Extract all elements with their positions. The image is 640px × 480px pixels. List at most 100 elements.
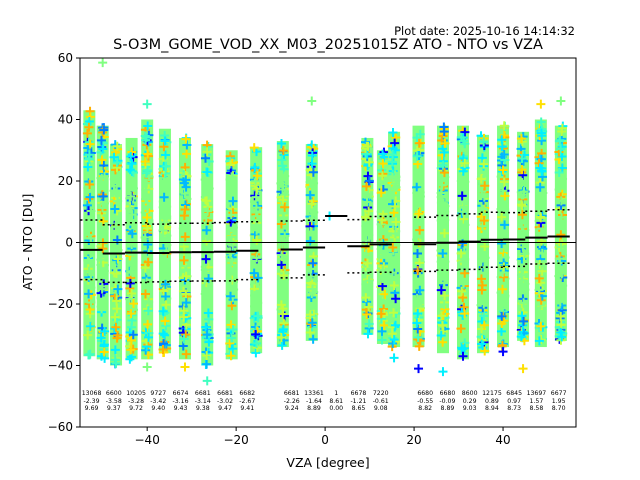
scatter-point [516,332,526,342]
scatter-point [477,221,487,231]
scatter-point [110,263,120,273]
bin-std: 9.24 [285,405,299,412]
scatter-point [200,265,210,275]
scatter-point [277,240,287,250]
outlier-point [556,96,566,106]
scatter-point [307,159,317,169]
scatter-point [557,127,567,137]
scatter-point [160,150,170,160]
scatter-point [180,162,190,172]
scatter-point [126,151,136,161]
scatter-point [479,159,489,169]
scatter-point [201,286,211,296]
scatter-point [111,268,121,278]
scatter-point [519,316,529,326]
bin-count: 6677 [551,390,567,397]
bin-stat: 18.610.00 [329,390,343,412]
bin-stat: 7220-0.619.08 [373,390,389,412]
scatter-point [144,332,154,342]
scatter-point [554,185,564,195]
x-axis-label: VZA [degree] [286,455,369,470]
y-axis-label: ATO - NTO [DU] [20,194,35,291]
scatter-point [253,298,263,308]
scatter-point [125,278,135,288]
scatter-point [440,291,450,301]
scatter-point [251,176,261,186]
scatter-point [363,329,373,339]
scatter-point [113,330,123,340]
bin-std: 9.72 [129,405,143,412]
scatter-point [111,186,121,196]
scatter-point [201,213,211,223]
scatter-point [228,196,238,206]
scatter-point [125,238,135,248]
scatter-point [391,132,401,142]
scatter-point [86,297,96,307]
scatter-point [179,178,189,188]
scatter-point [387,329,397,339]
scatter-point [378,265,388,275]
bin-stat: 6678-1.218.65 [350,390,366,412]
scatter-point [113,196,123,206]
scatter-point [181,271,191,281]
scatter-point [181,313,191,323]
scatter-point [363,171,373,181]
scatter-point [414,209,424,219]
scatter-point [439,299,449,309]
scatter-point [535,212,545,222]
scatter-point [414,138,424,148]
scatter-point [500,252,510,262]
scatter-point [100,171,110,181]
scatter-point [460,220,470,230]
scatter-point [380,246,390,256]
scatter-point [249,268,259,278]
bin-stat: 9727-3.429.40 [150,390,166,412]
scatter-point [143,224,153,234]
scatter-point [126,309,136,319]
scatter-point [305,328,315,338]
scatter-point [388,242,398,252]
bin-std: 9.47 [218,405,232,412]
scatter-point [308,167,318,177]
bin-mean: -3.14 [195,398,211,405]
scatter-point [85,139,95,149]
bin-std: 9.69 [85,405,99,412]
scatter-point [556,196,566,206]
scatter-point [500,220,510,230]
scatter-point [307,199,317,209]
scatter-point [497,142,507,152]
bin-count: 6678 [351,390,367,397]
scatter-point [496,326,506,336]
scatter-column-body [110,144,123,366]
scatter-point [110,345,120,355]
bin-stat: 6682-2.679.41 [239,390,255,412]
bin-std: 8.58 [530,405,544,412]
scatter-point [127,166,137,176]
scatter-column [140,119,154,360]
scatter-point [228,344,238,354]
scatter-point [113,284,123,294]
bin-stat: 6681-3.029.47 [217,390,233,412]
scatter-point [307,210,317,220]
scatter-point [84,150,94,160]
scatter-point [518,264,528,274]
outlier-point [98,58,108,68]
scatter-point [161,291,171,301]
scatter-point [556,230,566,240]
scatter-point [143,239,153,249]
outlier-point [458,351,468,361]
scatter-point [414,258,424,268]
scatter-point [457,176,467,186]
scatter-point [227,301,237,311]
scatter-point [127,147,137,157]
scatter-point [98,244,108,254]
scatter-point [477,339,487,349]
scatter-point [517,311,527,321]
scatter-point [499,177,509,187]
scatter-point [388,128,398,138]
bin-std: 8.94 [485,405,499,412]
scatter-point [480,181,490,191]
scatter-point [363,189,373,199]
scatter-point [440,215,450,225]
